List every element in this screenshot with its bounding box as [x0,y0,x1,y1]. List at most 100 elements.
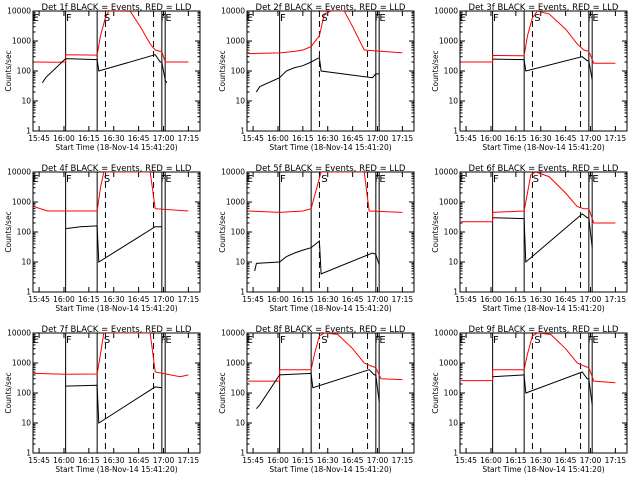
x-tick-label: 16:30 [103,134,125,143]
x-tick-label: 16:15 [292,134,314,143]
y-tick-label: 10 [235,258,245,267]
region-label: E [33,13,39,24]
region-label: S [534,13,540,24]
plot-area [34,333,189,453]
y-tick-label: 100 [17,389,32,398]
x-tick-label: 16:45 [128,134,150,143]
y-tick-label: 1000 [439,359,458,368]
region-label: F [161,13,167,24]
x-tick-label: 17:15 [605,295,627,304]
x-tick-label: 15:45 [242,456,264,465]
lld-series-line [461,333,616,384]
chart-title: Det 6f BLACK = Events, RED = LLD [469,164,619,174]
region-label: F [280,335,286,346]
region-label: F [66,335,72,346]
chart-panel-9: Det 9f BLACK = Events, RED = LLD 1 10 100 10… [431,325,628,474]
region-label: F [280,13,286,24]
x-tick-label: 15:45 [455,456,477,465]
x-tick-label: 15:45 [242,134,264,143]
region-label: F [375,174,381,185]
x-tick-label: 17:15 [605,134,627,143]
y-tick-label: 100 [444,389,459,398]
plot-area [248,333,403,453]
chart-title: Det 9f BLACK = Events, RED = LLD [469,325,619,335]
region-label: E [460,174,466,185]
x-tick-label: 16:30 [103,295,125,304]
y-axis-label: Counts/sec [431,50,440,91]
y-tick-label: 100 [17,228,32,237]
plot-frame [459,171,628,293]
plot-area [248,11,403,131]
region-label: F [375,13,381,24]
y-tick-label: 1000 [12,198,31,207]
x-axis-label: Start Time (18-Nov-14 15:41:20) [55,143,177,152]
x-tick-label: 17:00 [580,134,602,143]
plot-area [34,11,189,131]
x-tick-label: 16:30 [530,295,552,304]
y-tick-label: 10000 [434,168,458,177]
y-tick-label: 1000 [226,37,245,46]
chart-title: Det 4f BLACK = Events, RED = LLD [42,164,192,174]
y-tick-label: 10000 [221,168,245,177]
lld-series-line [248,333,403,382]
region-label: F [161,335,167,346]
y-tick-label: 10 [21,419,31,428]
plot-frame [459,10,628,132]
y-tick-label: 10 [235,419,245,428]
x-tick-label: 16:15 [78,134,100,143]
y-tick-label: 1000 [226,359,245,368]
y-tick-label: 1000 [439,198,458,207]
x-tick-label: 17:00 [367,456,389,465]
x-tick-label: 16:45 [555,134,577,143]
lld-series-line [248,172,403,213]
y-tick-label: 10 [21,258,31,267]
x-tick-label: 16:00 [480,456,502,465]
x-tick-label: 16:30 [103,456,125,465]
region-label: F [66,174,72,185]
x-tick-label: 16:30 [317,456,339,465]
x-tick-label: 16:15 [505,295,527,304]
y-tick-label: 1 [240,449,245,458]
region-label: F [493,13,499,24]
region-label: S [104,13,110,24]
events-series-line [65,225,162,263]
plot-frame [459,332,628,454]
x-tick-label: 17:15 [178,456,200,465]
x-tick-label: 16:00 [480,134,502,143]
x-tick-label: 15:45 [455,295,477,304]
lld-series-line [461,172,616,224]
x-tick-label: 17:15 [392,134,414,143]
region-label: S [104,335,110,346]
x-tick-label: 17:00 [153,295,175,304]
x-axis-label: Start Time (18-Nov-14 15:41:20) [482,304,604,313]
region-label: E [33,174,39,185]
x-axis-label: Start Time (18-Nov-14 15:41:20) [269,304,391,313]
y-tick-label: 10 [448,258,458,267]
x-tick-label: 16:00 [53,295,75,304]
chart-title: Det 7f BLACK = Events, RED = LLD [42,325,192,335]
y-tick-label: 10 [448,419,458,428]
x-tick-label: 16:00 [267,456,289,465]
events-series-line [65,384,162,424]
y-tick-label: 10000 [434,7,458,16]
x-tick-label: 15:45 [28,456,50,465]
x-tick-label: 16:30 [317,295,339,304]
plot-frame [246,171,415,293]
region-label: E [247,13,253,24]
region-label: F [66,13,72,24]
y-tick-label: 10000 [434,329,458,338]
x-tick-label: 16:15 [505,134,527,143]
y-tick-label: 100 [17,67,32,76]
x-tick-label: 16:15 [292,295,314,304]
y-tick-label: 1000 [226,198,245,207]
region-label: F [588,13,594,24]
chart-panel-5: Det 5f BLACK = Events, RED = LLD 1 10 100 10… [218,164,415,313]
lld-series-line [461,11,616,64]
chart-title: Det 1f BLACK = Events, RED = LLD [42,3,192,13]
region-label: E [165,335,171,346]
y-tick-label: 1 [26,127,31,136]
y-tick-label: 10000 [7,7,31,16]
x-axis-label: Start Time (18-Nov-14 15:41:20) [269,465,391,474]
x-tick-label: 17:00 [367,295,389,304]
x-tick-label: 16:45 [555,456,577,465]
